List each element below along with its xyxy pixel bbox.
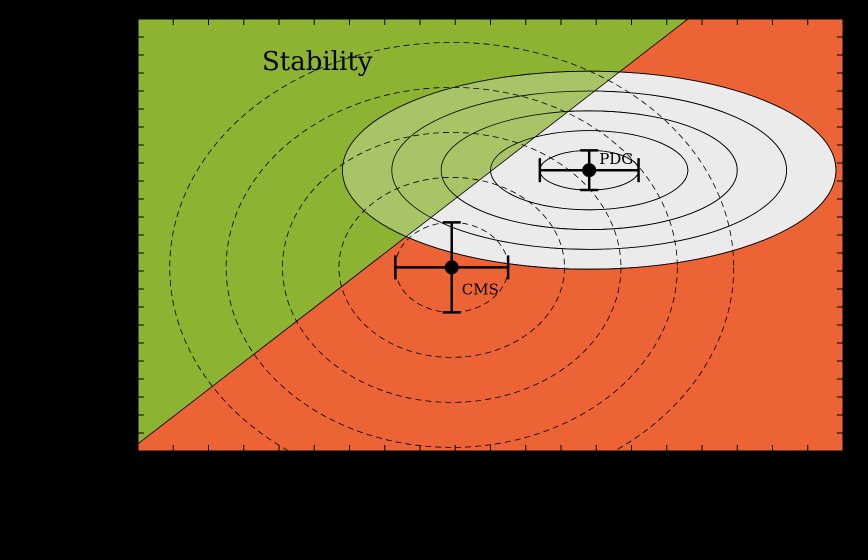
pdg-ellipse-outline — [391, 90, 788, 250]
data-point-pdg — [582, 163, 597, 178]
cms-contour — [338, 176, 565, 358]
pdg-ellipse-outline — [342, 70, 837, 270]
point-label-cms: CMS — [462, 280, 499, 298]
plot-clip-group — [138, 19, 843, 451]
cms-contour — [282, 131, 622, 403]
region-label-stability: Stability — [262, 47, 373, 77]
data-points — [394, 149, 640, 314]
cms-contour — [225, 86, 678, 448]
pdg-ellipse-outline — [440, 110, 738, 230]
plot-frame — [137, 18, 844, 452]
plot-area — [138, 19, 843, 451]
pdg-ellipse-outline — [490, 130, 689, 211]
axis-ticks — [137, 18, 844, 452]
cms-contour — [169, 42, 735, 451]
point-label-pdg: PDG — [599, 150, 633, 168]
stability-boundary-line — [138, 19, 689, 445]
data-point-cms — [444, 260, 459, 275]
